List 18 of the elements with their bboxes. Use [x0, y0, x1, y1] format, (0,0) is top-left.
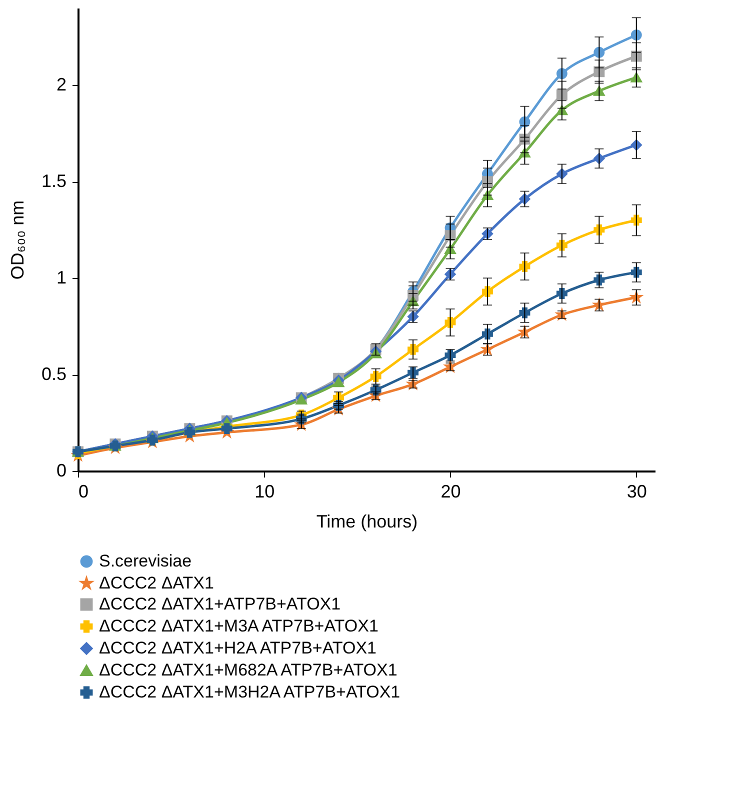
legend-label: ΔCCC2 ΔATX1 [99, 574, 214, 592]
y-tick-label: 1.5 [41, 171, 66, 192]
legend-label: ΔCCC2 ΔATX1+M682A ATP7B+ATOX1 [99, 660, 398, 680]
y-axis-title: OD₆₀₀ nm [7, 200, 28, 280]
x-axis-title: Time (hours) [316, 512, 418, 532]
y-tick-label: 2 [56, 74, 66, 95]
x-tick-label: 30 [626, 482, 647, 502]
legend-label: ΔCCC2 ΔATX1+M3H2A ATP7B+ATOX1 [99, 682, 400, 702]
x-tick-label: 10 [254, 482, 275, 502]
y-tick-label: 0.5 [41, 364, 66, 384]
x-tick-label: 20 [440, 482, 461, 502]
y-tick-label: 0 [56, 460, 66, 480]
x-tick-label: 0 [78, 482, 89, 502]
legend-label: ΔCCC2 ΔATX1+ATP7B+ATOX1 [99, 594, 341, 614]
y-tick-label: 1 [56, 268, 66, 288]
legend-label: ΔCCC2 ΔATX1+H2A ATP7B+ATOX1 [99, 638, 377, 658]
legend-label: S.cerevisiae [99, 552, 192, 570]
legend-label: ΔCCC2 ΔATX1+M3A ATP7B+ATOX1 [99, 616, 378, 636]
